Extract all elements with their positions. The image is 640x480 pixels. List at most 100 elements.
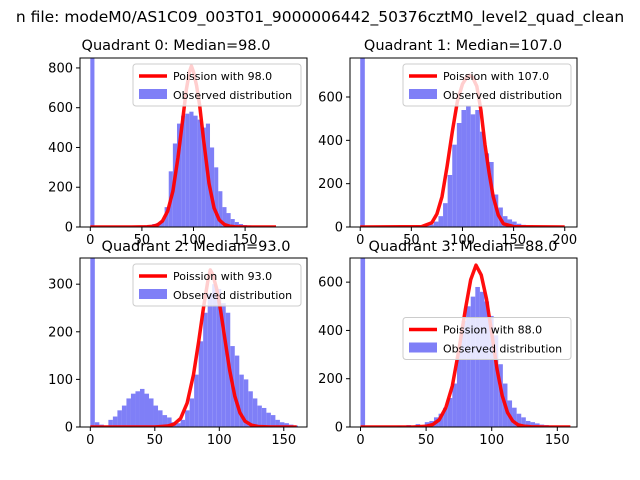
- legend-box: [132, 63, 302, 107]
- subplot-quadrant-0: 0 50 100 150 0 200 400 600 800 Poission with 98.0…: [48, 38, 308, 248]
- histogram-bar: [218, 191, 223, 227]
- histogram-bar: [135, 391, 140, 427]
- histogram-bar: [512, 407, 517, 427]
- histogram-bar: [94, 422, 100, 427]
- y-tick-label: 400: [318, 134, 343, 149]
- histogram-bar: [130, 393, 136, 427]
- histogram-bar: [243, 379, 249, 427]
- x-tick-label: 100: [207, 433, 232, 448]
- x-tick-label: 0: [356, 433, 364, 448]
- legend-swatch-observed: [409, 342, 437, 353]
- histogram-bar: [108, 419, 113, 427]
- x-tick-label: 0: [86, 233, 94, 248]
- x-tick-label: 150: [501, 233, 526, 248]
- histogram-bar: [475, 110, 480, 227]
- histogram-bar: [112, 416, 118, 427]
- histogram-bar: [230, 219, 235, 227]
- y-tick-label: 400: [318, 324, 343, 339]
- x-tick-label: 100: [450, 233, 475, 248]
- subplot-quadrant-2: 0 50 100 150 0 100 200 300 Poission with 93.0 Obs…: [48, 239, 308, 448]
- histogram-bar: [248, 391, 253, 427]
- axes-frame: [349, 57, 578, 228]
- x-tick-label: 150: [233, 233, 258, 248]
- histogram-bar: [502, 216, 508, 227]
- histogram-bar: [221, 303, 226, 427]
- legend-swatch-observed: [139, 89, 167, 99]
- histogram-bar: [275, 419, 280, 427]
- histogram-bar: [90, 258, 95, 427]
- y-tick-label: 300: [48, 278, 73, 293]
- histogram-bar: [234, 355, 240, 427]
- y-tick-label: 100: [48, 373, 73, 388]
- x-tick-label: 100: [479, 433, 504, 448]
- histogram-bar: [194, 374, 199, 427]
- legend-box: [132, 263, 302, 307]
- histogram-bar: [484, 153, 490, 227]
- histogram-bar: [461, 110, 467, 227]
- histogram-bar: [493, 335, 499, 427]
- histogram-bar: [181, 115, 186, 227]
- x-tick-label: 100: [181, 233, 206, 248]
- histogram-bar: [252, 398, 258, 427]
- histogram-bar: [210, 147, 215, 227]
- legend-label-poisson: Poission with 88.0: [443, 324, 542, 337]
- y-tick-label: 800: [48, 61, 73, 76]
- legend: Poission with 93.0 Observed distribution: [132, 263, 302, 307]
- histogram-bar: [176, 123, 182, 227]
- histogram-bar: [198, 341, 204, 427]
- subplot-title: Quadrant 0: Median=98.0: [82, 38, 271, 54]
- x-tick-label: 0: [356, 233, 364, 248]
- histogram-bar: [270, 415, 276, 427]
- histogram-bar: [197, 119, 202, 227]
- y-tick-label: 200: [48, 325, 73, 340]
- y-tick-label: 600: [318, 91, 343, 106]
- histogram-bar: [447, 398, 453, 427]
- histogram-bar: [189, 111, 194, 227]
- histogram-bar: [479, 131, 485, 227]
- y-tick-label: 0: [335, 421, 343, 436]
- histogram-bar: [149, 398, 154, 427]
- histogram-bar: [456, 349, 462, 427]
- histogram-bar: [162, 415, 168, 427]
- histogram-bar: [153, 405, 159, 427]
- subplot-quadrant-1: 0 50 100 150 200 0 200 400 600 Poission with 107.…: [318, 38, 578, 248]
- y-tick-label: 400: [48, 141, 73, 156]
- x-tick-label: 50: [134, 233, 151, 248]
- subplot-title: Quadrant 2: Median=93.0: [102, 239, 291, 255]
- subplot-title: Quadrant 1: Median=107.0: [364, 38, 562, 54]
- legend: Poission with 98.0 Observed distribution: [132, 63, 302, 107]
- histogram-bar: [222, 207, 227, 227]
- y-tick-label: 0: [335, 221, 343, 236]
- histogram-bar: [193, 115, 198, 227]
- histogram-bar: [466, 105, 471, 227]
- y-tick-label: 0: [65, 221, 73, 236]
- histogram-bar: [144, 393, 150, 427]
- histogram-bar: [447, 175, 453, 227]
- histogram-bar: [456, 123, 462, 227]
- histogram-bar: [360, 58, 365, 227]
- histogram-bar: [239, 374, 244, 427]
- histogram-bar: [201, 127, 206, 227]
- histogram-bar: [530, 422, 536, 427]
- legend-label-observed: Observed distribution: [173, 89, 292, 102]
- plot-area: [90, 258, 298, 427]
- histogram-bar: [214, 167, 219, 227]
- legend: Poission with 88.0 Observed distribution: [402, 317, 572, 360]
- x-tick-label: 50: [403, 233, 420, 248]
- histogram-bar: [121, 405, 127, 427]
- histogram-bar: [484, 301, 490, 427]
- histogram-bar: [226, 213, 231, 227]
- histogram-bar: [234, 222, 239, 227]
- histogram-bar: [139, 388, 145, 427]
- x-tick-label: 0: [86, 433, 94, 448]
- histogram-bar: [158, 410, 163, 427]
- legend: Poission with 107.0 Observed distribution: [402, 63, 572, 107]
- histogram-bar: [266, 412, 271, 427]
- histogram-bar: [185, 410, 190, 427]
- histogram-bar: [212, 284, 217, 427]
- histogram-bar: [452, 144, 457, 227]
- histogram-bar: [443, 203, 448, 227]
- x-tick-label: 150: [271, 433, 296, 448]
- y-tick-label: 600: [318, 276, 343, 291]
- histogram-bar: [470, 114, 476, 227]
